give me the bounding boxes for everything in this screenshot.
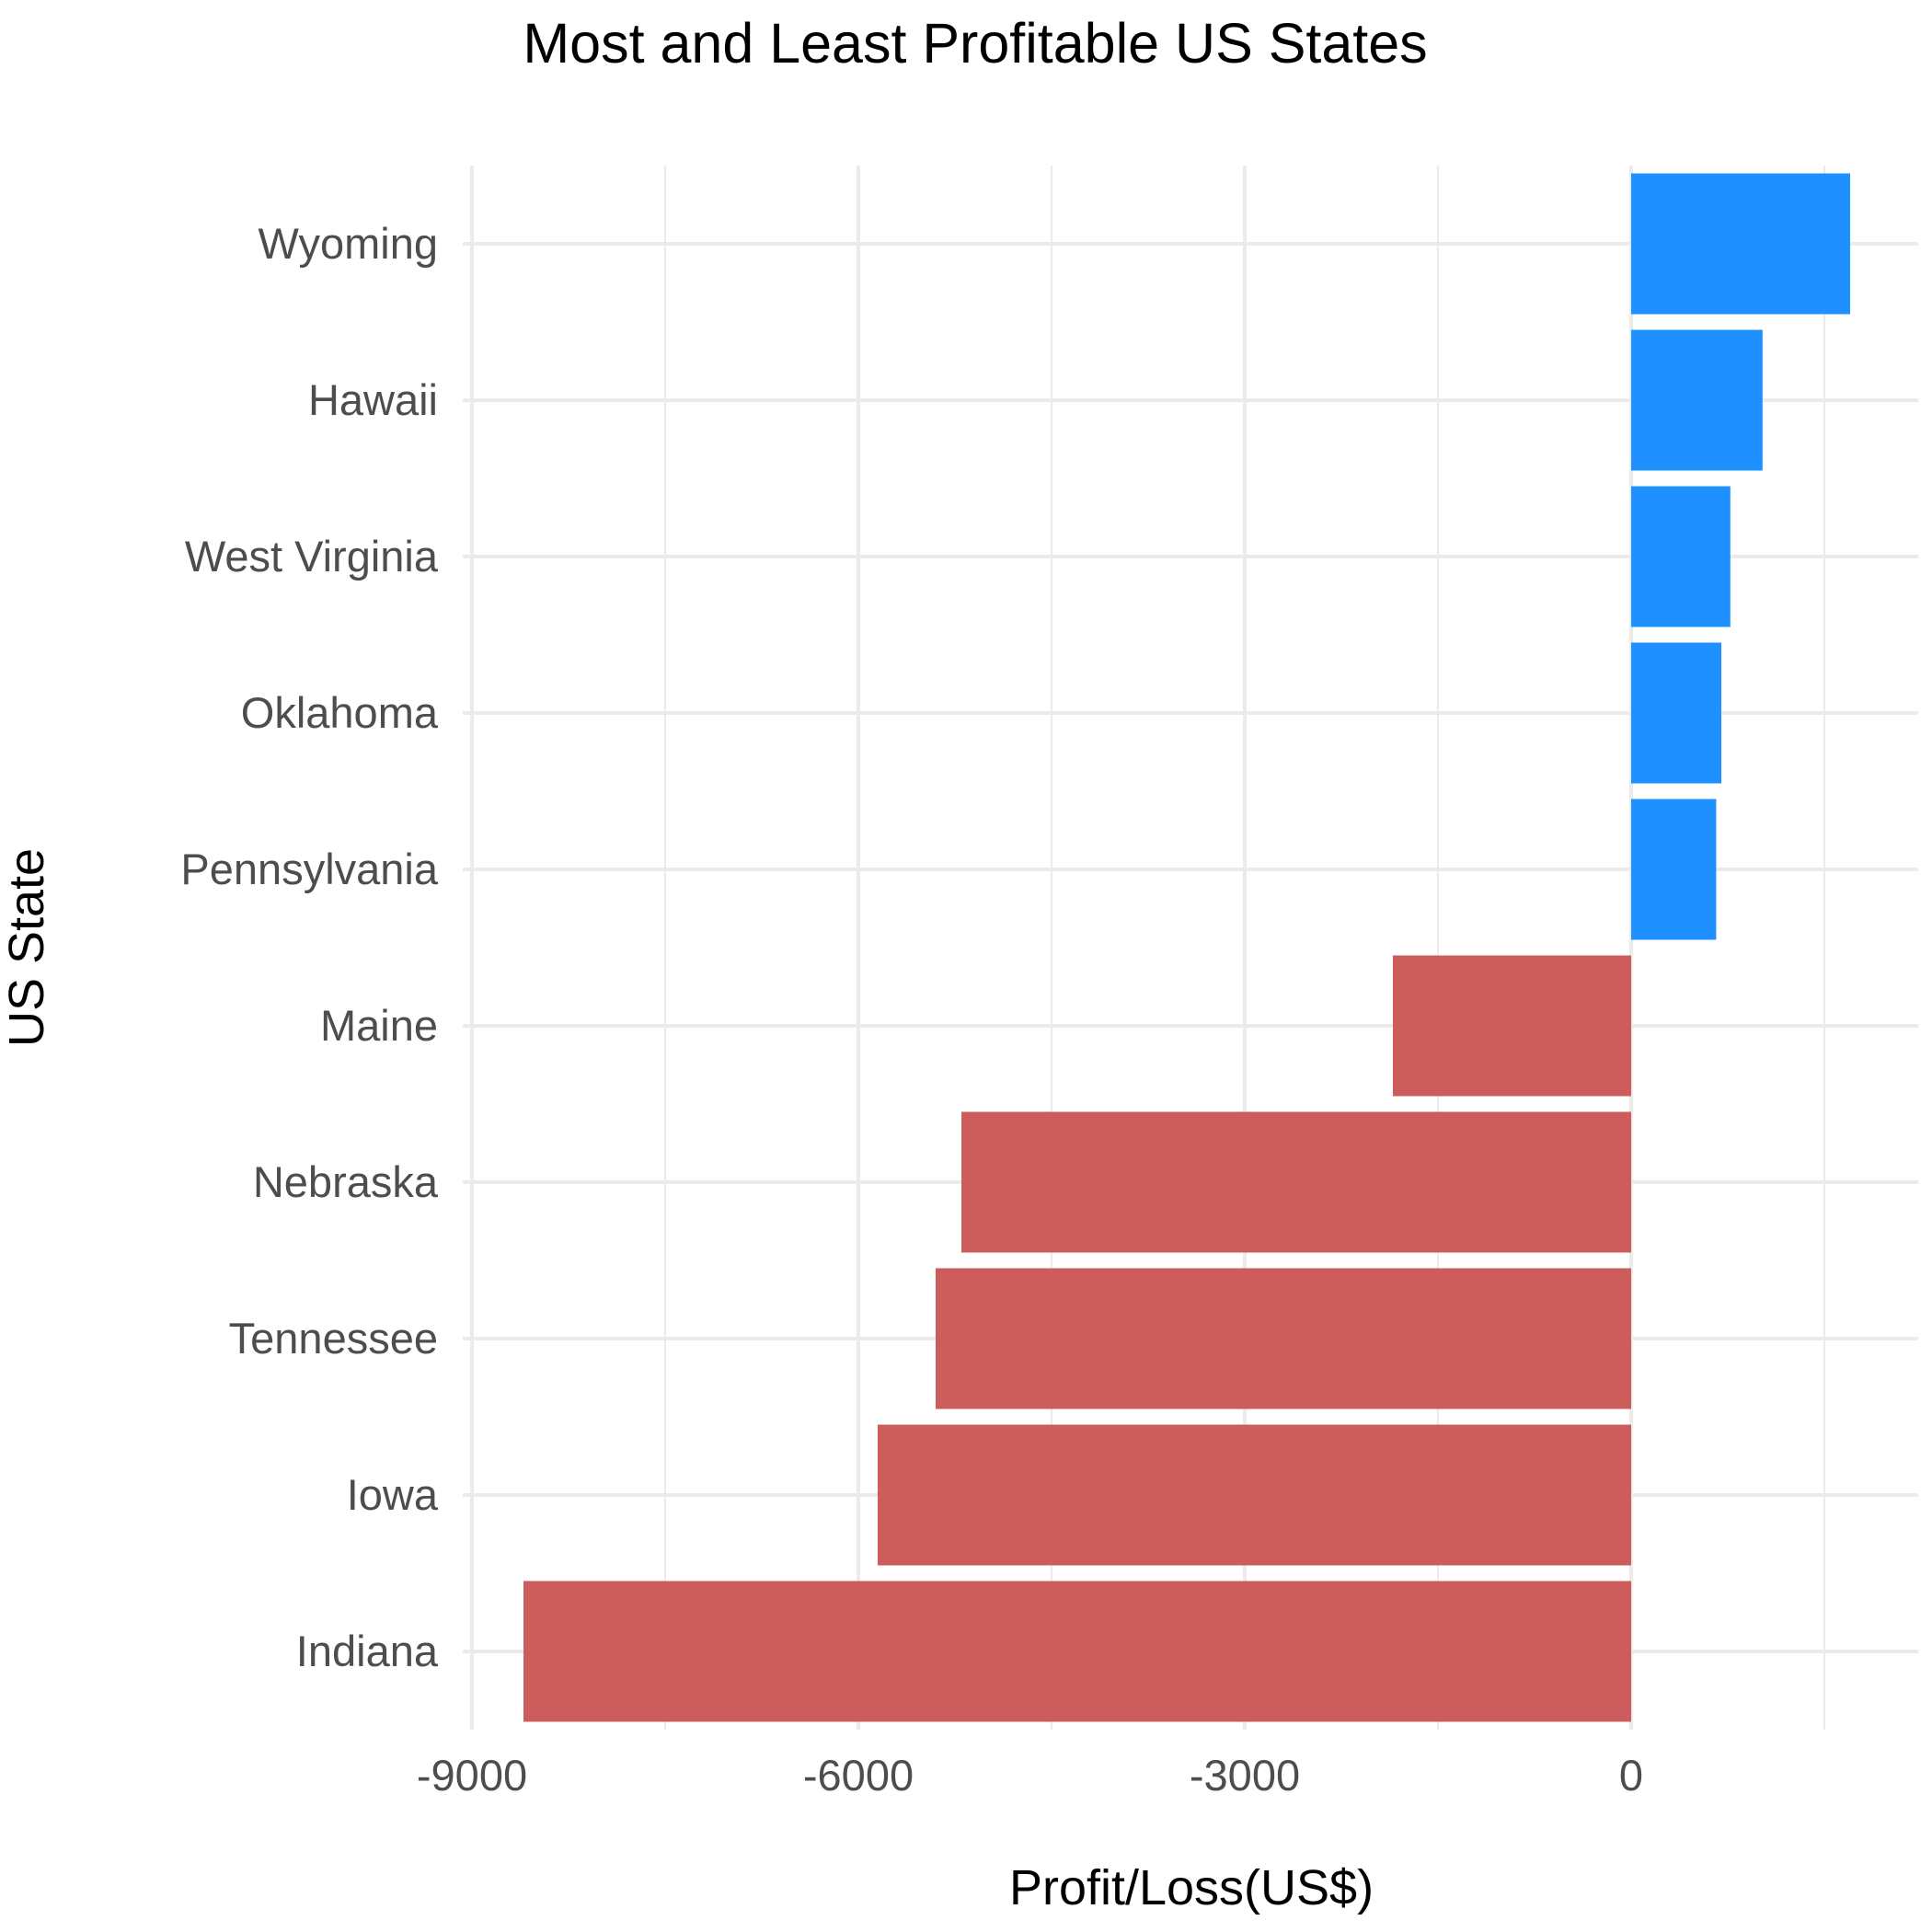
bar-nebraska <box>961 1111 1631 1253</box>
y-tick-label-iowa: Iowa <box>347 1470 439 1519</box>
bar-pennsylvania <box>1631 799 1717 940</box>
bar-tennessee <box>936 1268 1631 1409</box>
bar-indiana <box>523 1581 1631 1722</box>
y-tick-label-nebraska: Nebraska <box>253 1157 439 1206</box>
y-tick-label-wyoming: Wyoming <box>259 219 438 268</box>
y-tick-label-hawaii: Hawaii <box>308 375 438 424</box>
x-tick-label-3: 0 <box>1619 1751 1643 1800</box>
bar-west-virginia <box>1631 486 1731 627</box>
bar-oklahoma <box>1631 642 1721 784</box>
y-tick-label-west-virginia: West Virginia <box>185 532 439 581</box>
y-tick-labels: Wyoming Hawaii West Virginia Oklahoma Pennsy… <box>180 219 438 1675</box>
y-tick-label-indiana: Indiana <box>296 1627 439 1675</box>
bars <box>523 173 1850 1722</box>
x-tick-label-2: -3000 <box>1190 1751 1300 1800</box>
x-tick-labels: -9000 -6000 -3000 0 <box>417 1751 1643 1800</box>
bar-hawaii <box>1631 329 1763 471</box>
bar-wyoming <box>1631 173 1850 315</box>
y-tick-label-tennessee: Tennessee <box>229 1314 438 1363</box>
y-tick-label-pennsylvania: Pennsylvania <box>180 845 438 893</box>
bar-iowa <box>878 1424 1631 1566</box>
x-axis-title: Profit/Loss(US$) <box>1009 1860 1374 1915</box>
x-tick-label-0: -9000 <box>417 1751 527 1800</box>
y-axis-title: US State <box>0 848 54 1047</box>
chart-title: Most and Least Profitable US States <box>523 12 1427 75</box>
bar-maine <box>1393 955 1631 1097</box>
y-tick-label-maine: Maine <box>320 1001 438 1050</box>
y-tick-label-oklahoma: Oklahoma <box>241 688 439 737</box>
x-tick-label-1: -6000 <box>803 1751 914 1800</box>
